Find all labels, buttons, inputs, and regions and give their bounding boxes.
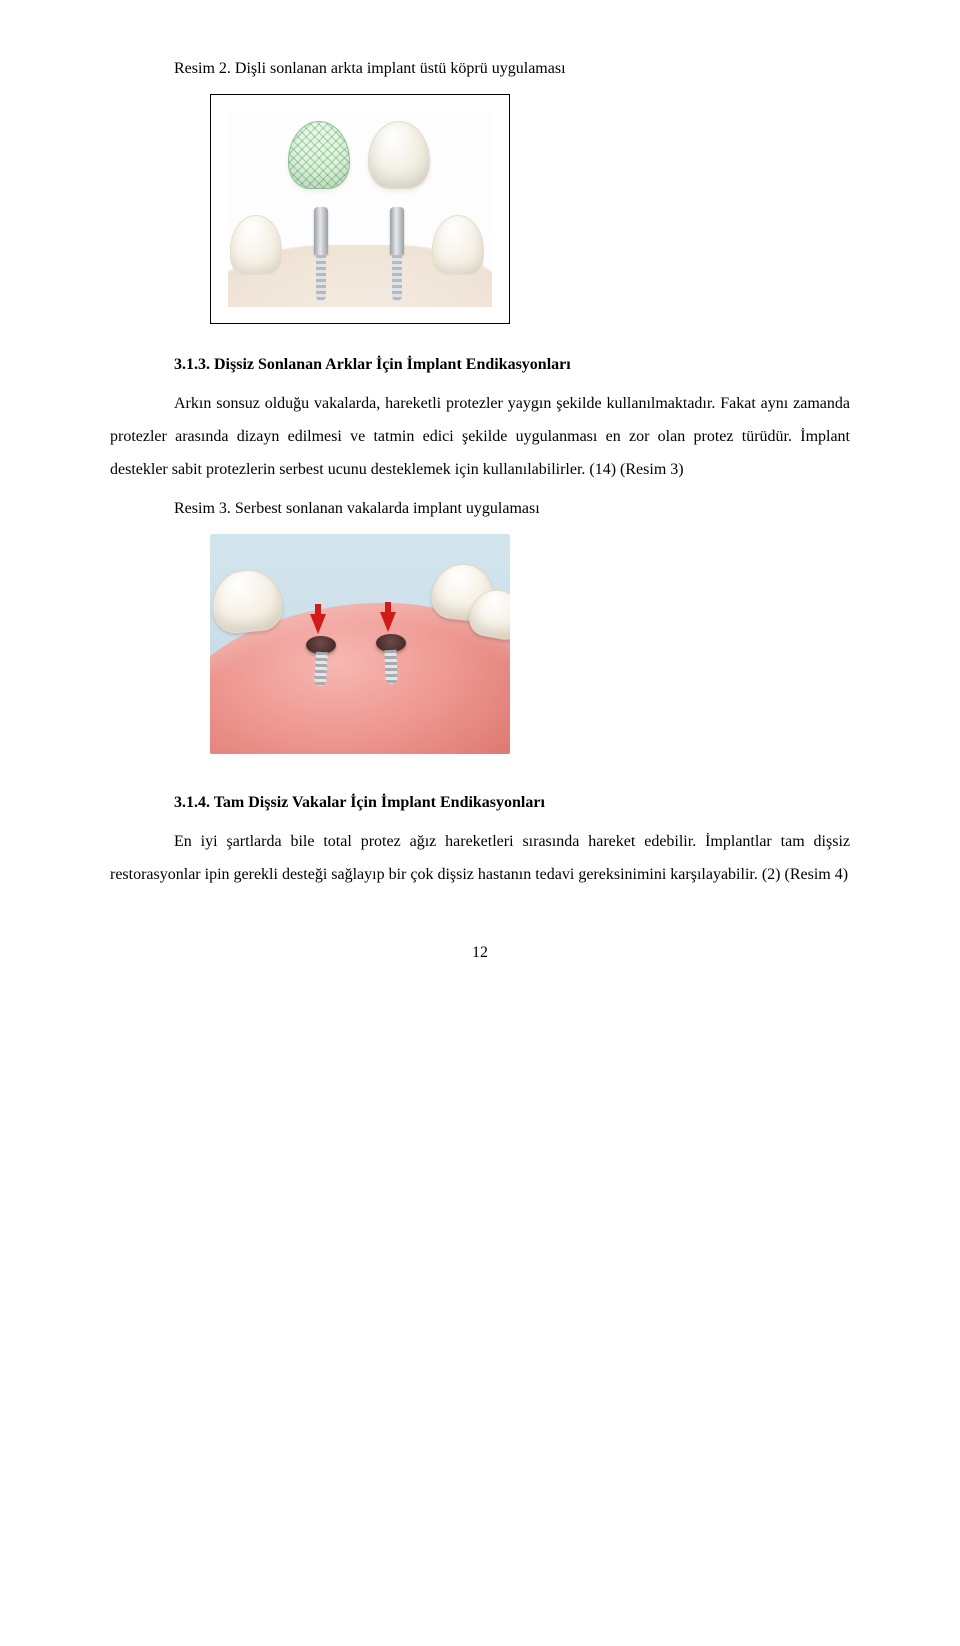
figure-3-illustration: [210, 534, 510, 754]
figure-3-caption: Resim 3. Serbest sonlanan vakalarda impl…: [174, 500, 850, 518]
section-3-1-3-heading: 3.1.3. Dişsiz Sonlanan Arklar İçin İmpla…: [174, 356, 850, 374]
insertion-arrow-2-icon: [380, 612, 396, 632]
crown-layer: [228, 115, 492, 201]
solid-crown-icon: [368, 121, 430, 189]
implant-screw-2-icon: [392, 255, 402, 301]
section-3-1-4-heading: 3.1.4. Tam Dişsiz Vakalar İçin İmplant E…: [174, 794, 850, 812]
section-3-1-3-paragraph: Arkın sonsuz olduğu vakalarda, hareketli…: [110, 388, 850, 486]
figure-2-caption: Resim 2. Dişli sonlanan arkta implant üs…: [174, 60, 850, 78]
abutment-1-icon: [314, 207, 328, 255]
tooth-left-icon: [230, 215, 282, 275]
implant-bridge-diagram: [228, 111, 492, 307]
implant-screw-1-icon: [316, 255, 326, 301]
implant-fixture-1-icon: [314, 652, 328, 687]
section-3-1-4-paragraph: En iyi şartlarda bile total protez ağız …: [110, 826, 850, 892]
implant-fixture-2-icon: [384, 650, 397, 684]
page-number: 12: [110, 944, 850, 962]
tooth-right-icon: [432, 215, 484, 275]
insertion-arrow-1-icon: [310, 614, 326, 634]
figure-2-illustration: [210, 94, 510, 324]
gum-row: [228, 195, 492, 307]
mesh-crown-icon: [288, 121, 350, 189]
abutment-2-icon: [390, 207, 404, 255]
